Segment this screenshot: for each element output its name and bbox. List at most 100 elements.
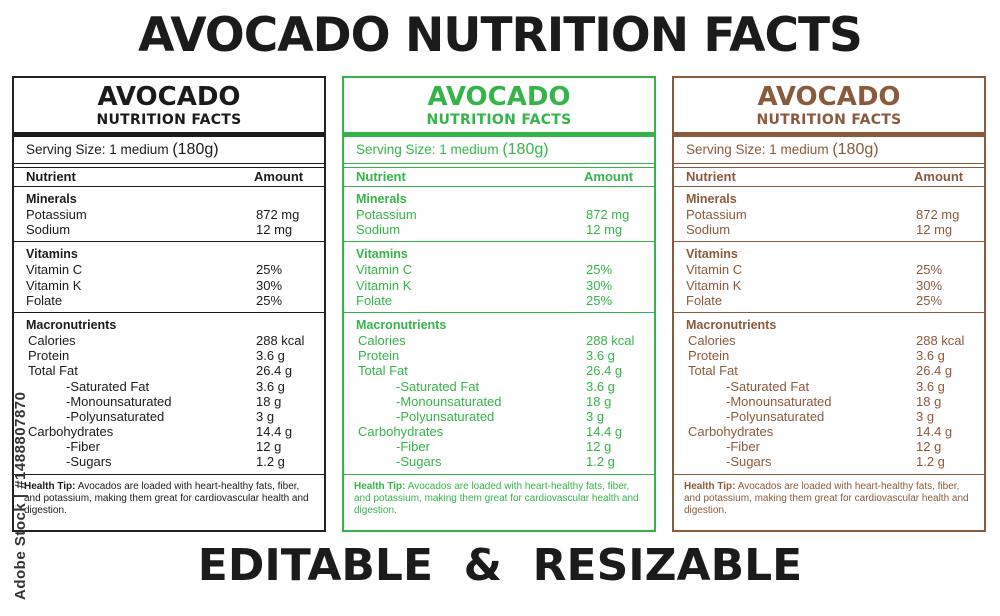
section-title: Macronutrients	[26, 317, 117, 332]
serving-size: Serving Size: 1 medium (180g)	[674, 137, 984, 164]
health-tip-label: Health Tip:	[354, 480, 406, 492]
nutrient-amount: 18 g	[916, 393, 942, 409]
page-title: AVOCADO NUTRITION FACTS	[138, 8, 863, 63]
nutrient-row: Sodium 12 mg	[344, 222, 654, 237]
nutrient-row: -Monounsaturated 18 g	[14, 394, 324, 409]
nutrient-amount: 26.4 g	[916, 363, 953, 379]
nutrient-name: -Monounsaturated	[66, 393, 172, 409]
section-title: Vitamins	[686, 247, 738, 262]
nutrient-row: -Fiber 12 g	[674, 439, 984, 454]
nutrient-row: Total Fat 26.4 g	[14, 363, 324, 378]
nutrient-row: -Monounsaturated 18 g	[674, 394, 984, 409]
nutrient-amount: 288 kcal	[586, 332, 635, 348]
nutrient-name: Total Fat	[28, 363, 78, 379]
nutrient-row: Total Fat 26.4 g	[344, 363, 654, 378]
nutrient-amount: 14.4 g	[916, 424, 953, 440]
nutrient-name: -Polyunsaturated	[66, 408, 165, 424]
column-header: Nutrient Amount	[344, 167, 654, 187]
serving-size-prefix: Serving Size: 1 medium	[26, 142, 169, 157]
footer-title: EDITABLE & RESIZABLE	[197, 540, 803, 591]
nutrient-name: Vitamin C	[356, 262, 413, 278]
nutrient-row: Calories 288 kcal	[14, 333, 324, 348]
nutrient-row: Sodium 12 mg	[674, 222, 984, 237]
section-title: Vitamins	[356, 247, 408, 262]
nutrient-amount: 18 g	[586, 393, 612, 409]
nutrient-name: Folate	[26, 292, 63, 308]
nutrient-name: Carbohydrates	[358, 424, 444, 440]
nutrient-name: -Saturated Fat	[726, 378, 810, 394]
nutrient-row: Calories 288 kcal	[344, 333, 654, 348]
nutrient-row: Sodium 12 mg	[14, 222, 324, 237]
nutrient-row: -Sugars 1.2 g	[674, 454, 984, 469]
nutrient-name: Calories	[358, 332, 406, 348]
nutrient-name: Protein	[688, 348, 730, 364]
nutrient-amount: 3 g	[256, 408, 275, 424]
column-header-nutrient: Nutrient	[26, 169, 76, 184]
label-subtitle: NUTRITION FACTS	[756, 112, 902, 128]
nutrient-row: Vitamin K 30%	[674, 278, 984, 293]
nutrient-row: -Sugars 1.2 g	[14, 454, 324, 469]
section-macronutrients: Macronutrients Calories 288 kcal Protein 3.6…	[344, 313, 654, 475]
nutrient-name: Protein	[358, 348, 400, 364]
nutrient-row: Vitamin K 30%	[14, 278, 324, 293]
health-tip-label: Health Tip:	[684, 480, 736, 492]
nutrient-row: -Polyunsaturated 3 g	[674, 409, 984, 424]
label-product-name: AVOCADO	[97, 82, 241, 112]
serving-size-amount: (180g)	[832, 141, 879, 158]
label-header: AVOCADO NUTRITION FACTS	[344, 78, 654, 132]
label-thick-divider	[14, 132, 324, 137]
serving-size-amount: (180g)	[502, 141, 549, 158]
column-header-amount: Amount	[914, 169, 964, 184]
nutrient-row: Potassium 872 mg	[674, 207, 984, 222]
health-tip-text: Avocados are loaded with heart-healthy f…	[354, 480, 639, 516]
nutrient-row: -Polyunsaturated 3 g	[344, 409, 654, 424]
nutrient-row: -Saturated Fat 3.6 g	[674, 379, 984, 394]
column-header-amount: Amount	[584, 169, 634, 184]
health-tip: Health Tip: Avocados are loaded with hea…	[674, 475, 984, 517]
nutrient-name: Vitamin K	[686, 277, 742, 293]
column-header-amount: Amount	[254, 169, 304, 184]
nutrient-amount: 3.6 g	[586, 348, 615, 364]
nutrient-row: -Polyunsaturated 3 g	[14, 409, 324, 424]
nutrient-amount: 26.4 g	[586, 363, 623, 379]
nutrient-row: Vitamin K 30%	[344, 278, 654, 293]
nutrient-name: Folate	[686, 292, 723, 308]
nutrient-amount: 25%	[916, 262, 943, 278]
nutrient-name: Sodium	[26, 222, 71, 238]
nutrient-amount: 3 g	[586, 408, 605, 424]
nutrient-name: Total Fat	[358, 363, 408, 379]
nutrient-name: Sodium	[686, 222, 731, 238]
nutrient-row: Carbohydrates 14.4 g	[344, 424, 654, 439]
nutrient-amount: 12 g	[916, 439, 942, 455]
column-header-nutrient: Nutrient	[356, 169, 406, 184]
nutrition-label-green: AVOCADO NUTRITION FACTS Serving Size: 1 …	[342, 76, 656, 532]
section-title: Minerals	[686, 192, 737, 206]
nutrient-amount: 1.2 g	[256, 454, 285, 470]
health-tip-text: Avocados are loaded with heart-healthy f…	[684, 480, 969, 516]
nutrition-label-black: AVOCADO NUTRITION FACTS Serving Size: 1 …	[12, 76, 326, 532]
nutrient-name: Carbohydrates	[688, 424, 774, 440]
health-tip-text: Avocados are loaded with heart-healthy f…	[24, 480, 309, 516]
nutrient-name: -Saturated Fat	[396, 378, 480, 394]
nutrient-amount: 288 kcal	[256, 332, 305, 348]
nutrient-row: Carbohydrates 14.4 g	[14, 424, 324, 439]
nutrient-name: -Sugars	[726, 454, 772, 470]
nutrient-amount: 3 g	[916, 408, 935, 424]
nutrient-amount: 30%	[256, 277, 283, 293]
section-title: Minerals	[26, 192, 77, 206]
nutrient-name: -Fiber	[396, 439, 430, 455]
nutrient-name: Vitamin K	[356, 277, 412, 293]
section-title: Macronutrients	[686, 317, 777, 332]
nutrient-name: -Polyunsaturated	[726, 408, 825, 424]
nutrient-name: Potassium	[26, 207, 87, 222]
section-title: Vitamins	[26, 247, 78, 262]
section-title: Minerals	[356, 192, 407, 206]
nutrient-amount: 3.6 g	[586, 378, 615, 394]
nutrient-row: Potassium 872 mg	[344, 207, 654, 222]
nutrient-amount: 14.4 g	[256, 424, 293, 440]
nutrient-row: Carbohydrates 14.4 g	[674, 424, 984, 439]
nutrient-amount: 14.4 g	[586, 424, 623, 440]
label-subtitle: NUTRITION FACTS	[426, 112, 572, 128]
nutrient-amount: 12 mg	[256, 222, 293, 238]
nutrient-amount: 3.6 g	[916, 348, 945, 364]
